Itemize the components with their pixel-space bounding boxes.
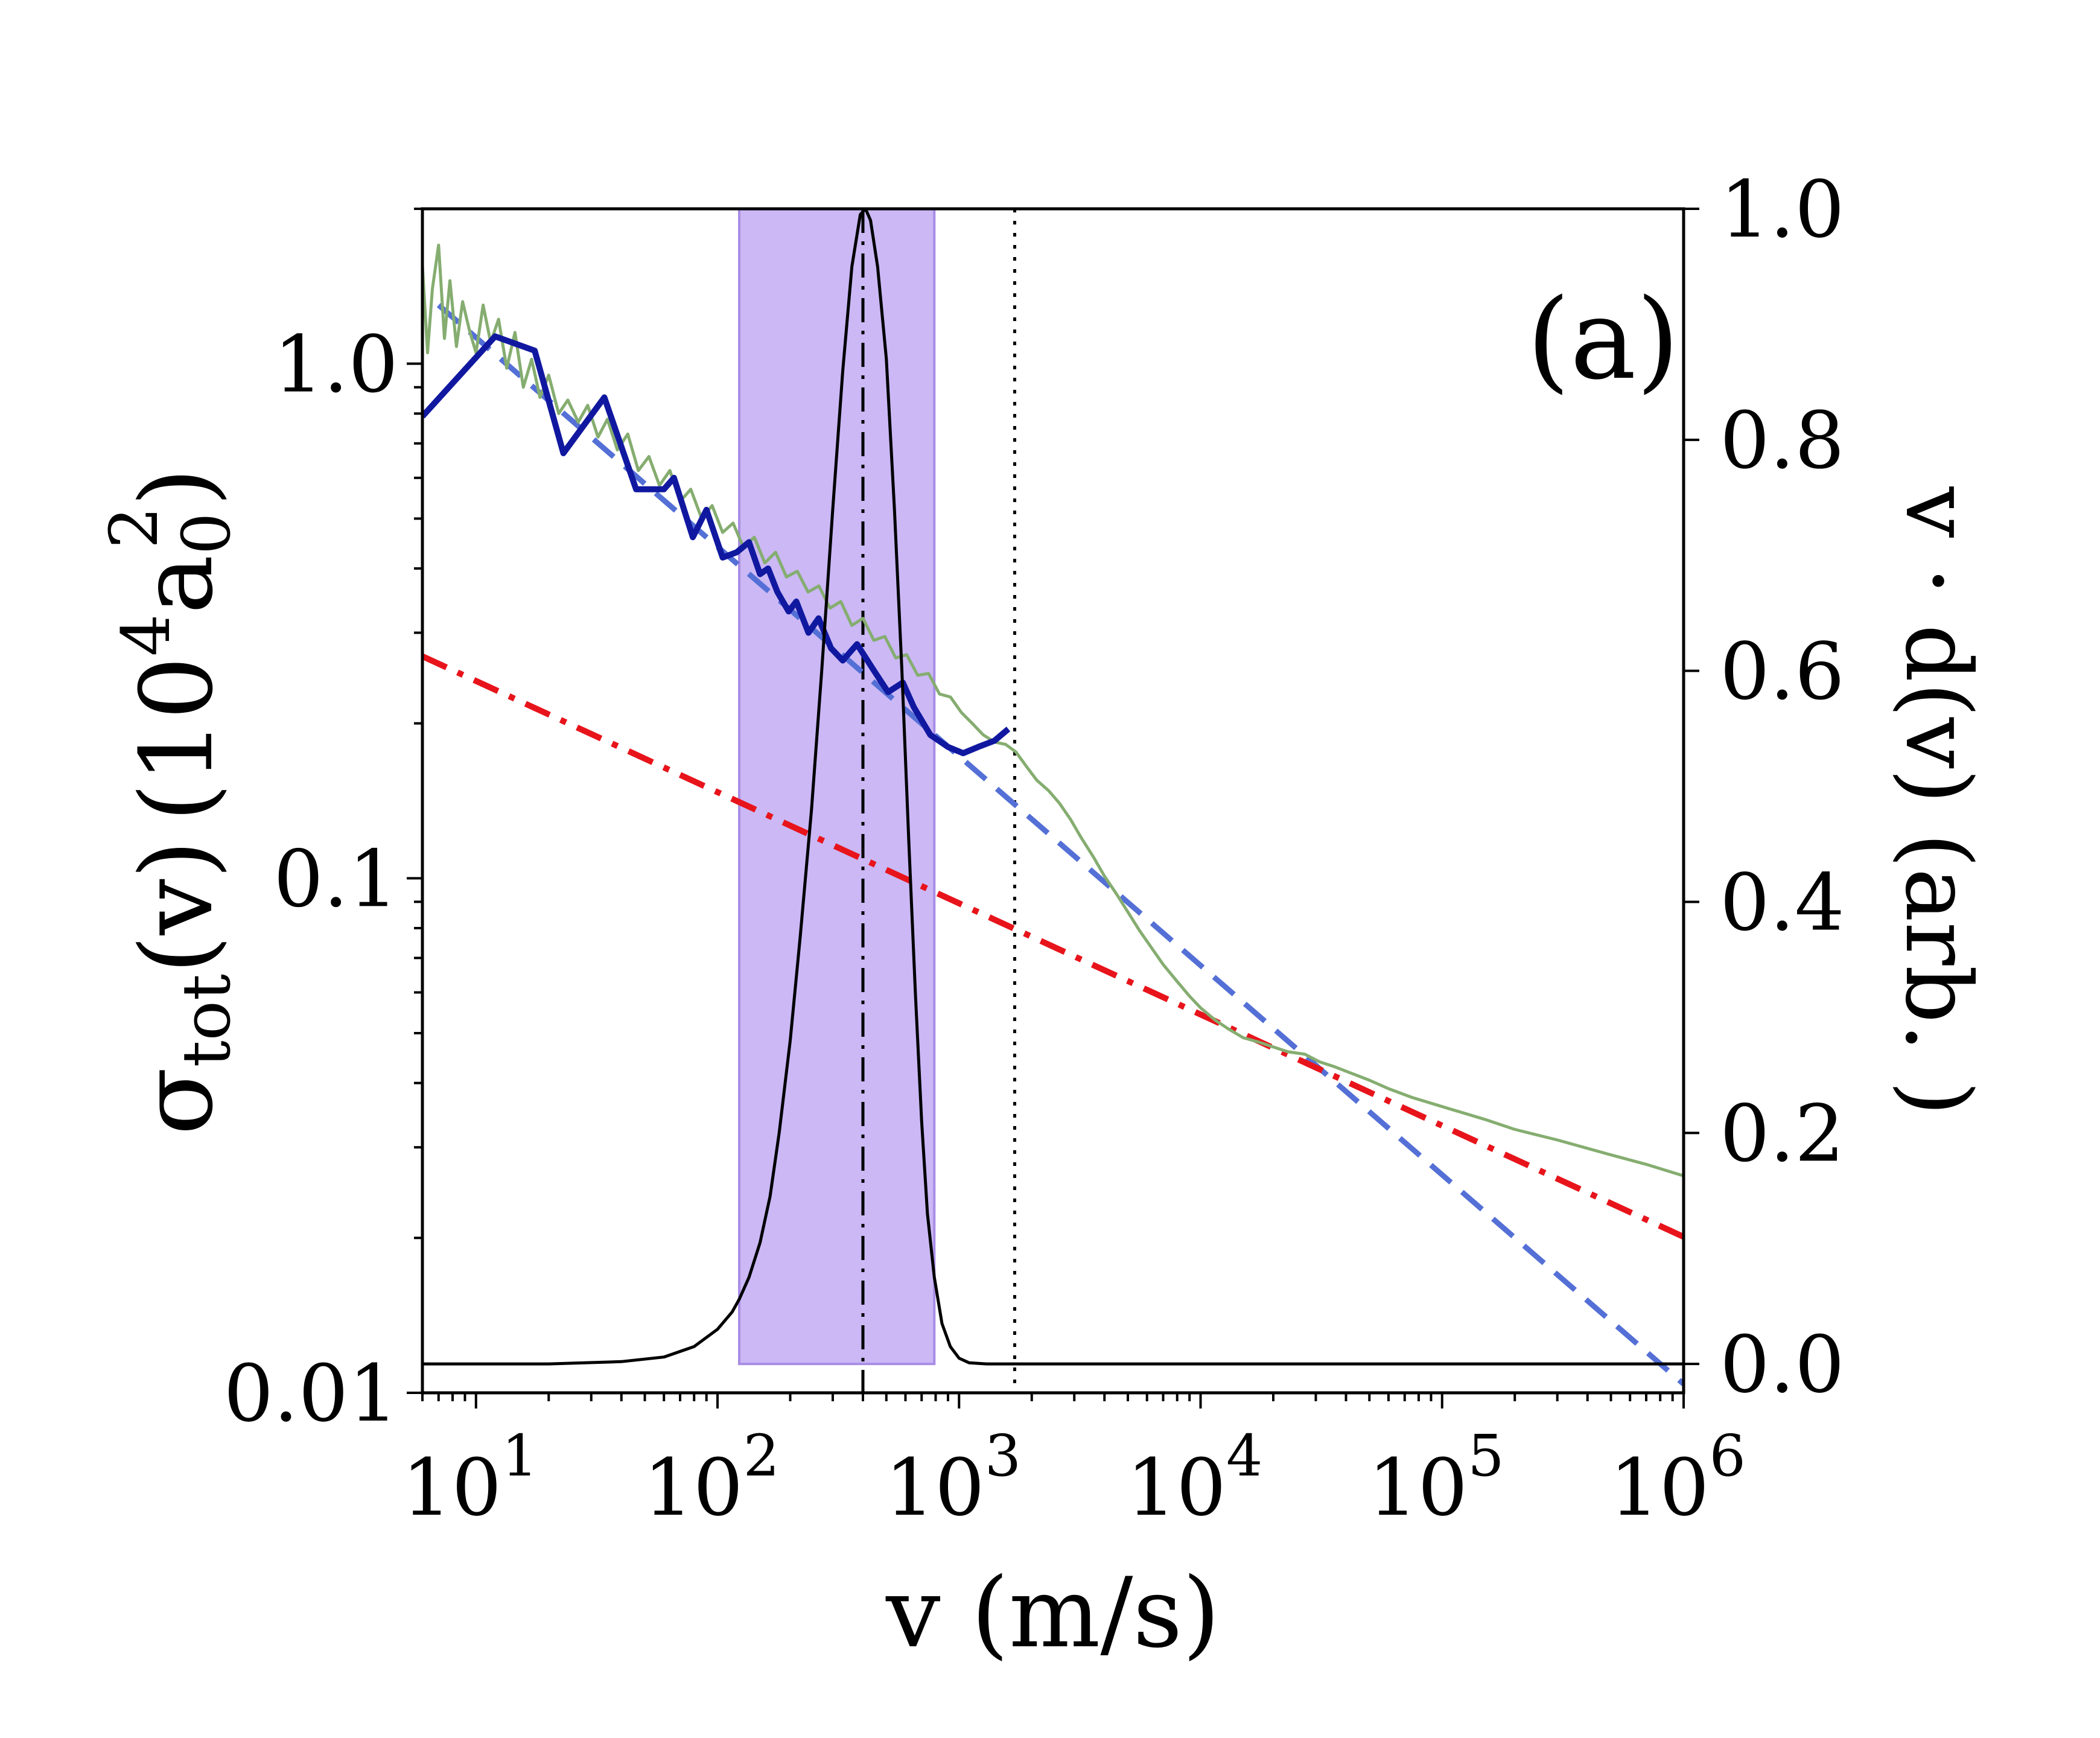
y-left-label-unit-exp: 4 [107,614,185,657]
shaded-band [738,209,936,1366]
y-left-label-sub: tot [168,974,245,1068]
x-tick-label: 106 [1609,1423,1746,1533]
y-right-tick-label: 0.2 [1720,1087,1845,1179]
y-right-tick-label: 0.6 [1720,626,1845,718]
y-left-label-symbol: σ [119,1068,235,1136]
series-line-2 [422,653,1684,1240]
y-left-label-unit-close: ) [119,468,235,506]
y-right-tick-label: 0.0 [1720,1319,1845,1410]
series-line-4 [422,333,1011,757]
y-left-label-unit-sup: 2 [95,506,173,549]
x-tick-label: 104 [1127,1423,1263,1533]
y-left-label-unit-open: (10 [119,657,235,822]
x-tick-label: 101 [402,1423,538,1533]
y-left-label-unit-sub: 0 [168,512,245,555]
y-left-tick-label: 0.1 [273,833,398,925]
y-left-tick-label: 1.0 [273,319,398,410]
x-tick-label: 102 [643,1423,780,1533]
plot-frame [421,207,1685,1395]
y-axis-left-label: σtot(v) (104a02) [95,468,245,1135]
y-right-tick-label: 1.0 [1720,164,1845,255]
x-axis-label: v (m/s) [885,1556,1220,1669]
series-line-1 [436,303,1684,1386]
x-tick-label: 105 [1368,1423,1504,1533]
svg-text:σtot(v)(104a02): σtot(v) (104a02) [95,468,245,1135]
axes: 101 102 103 104 105 106 0.01 0.1 1.0 0.0 0.2 0.4 0.6… [224,164,1845,1533]
x-tick-label: 103 [885,1423,1021,1533]
y-right-tick-label: 0.8 [1720,395,1845,486]
y-left-label-unit-a: a [119,555,235,614]
y-axis-right-label: v · d(v) (arb. ) [1885,486,1990,1116]
panel-label: (a) [1527,275,1679,404]
series-line-5 [422,209,1684,1366]
y-left-tick-label: 0.01 [224,1348,398,1439]
y-left-label-arg: (v) [119,840,235,974]
y-right-tick-label: 0.4 [1720,856,1845,948]
series-line-3 [422,243,1684,1177]
plot-area [422,209,1684,1393]
